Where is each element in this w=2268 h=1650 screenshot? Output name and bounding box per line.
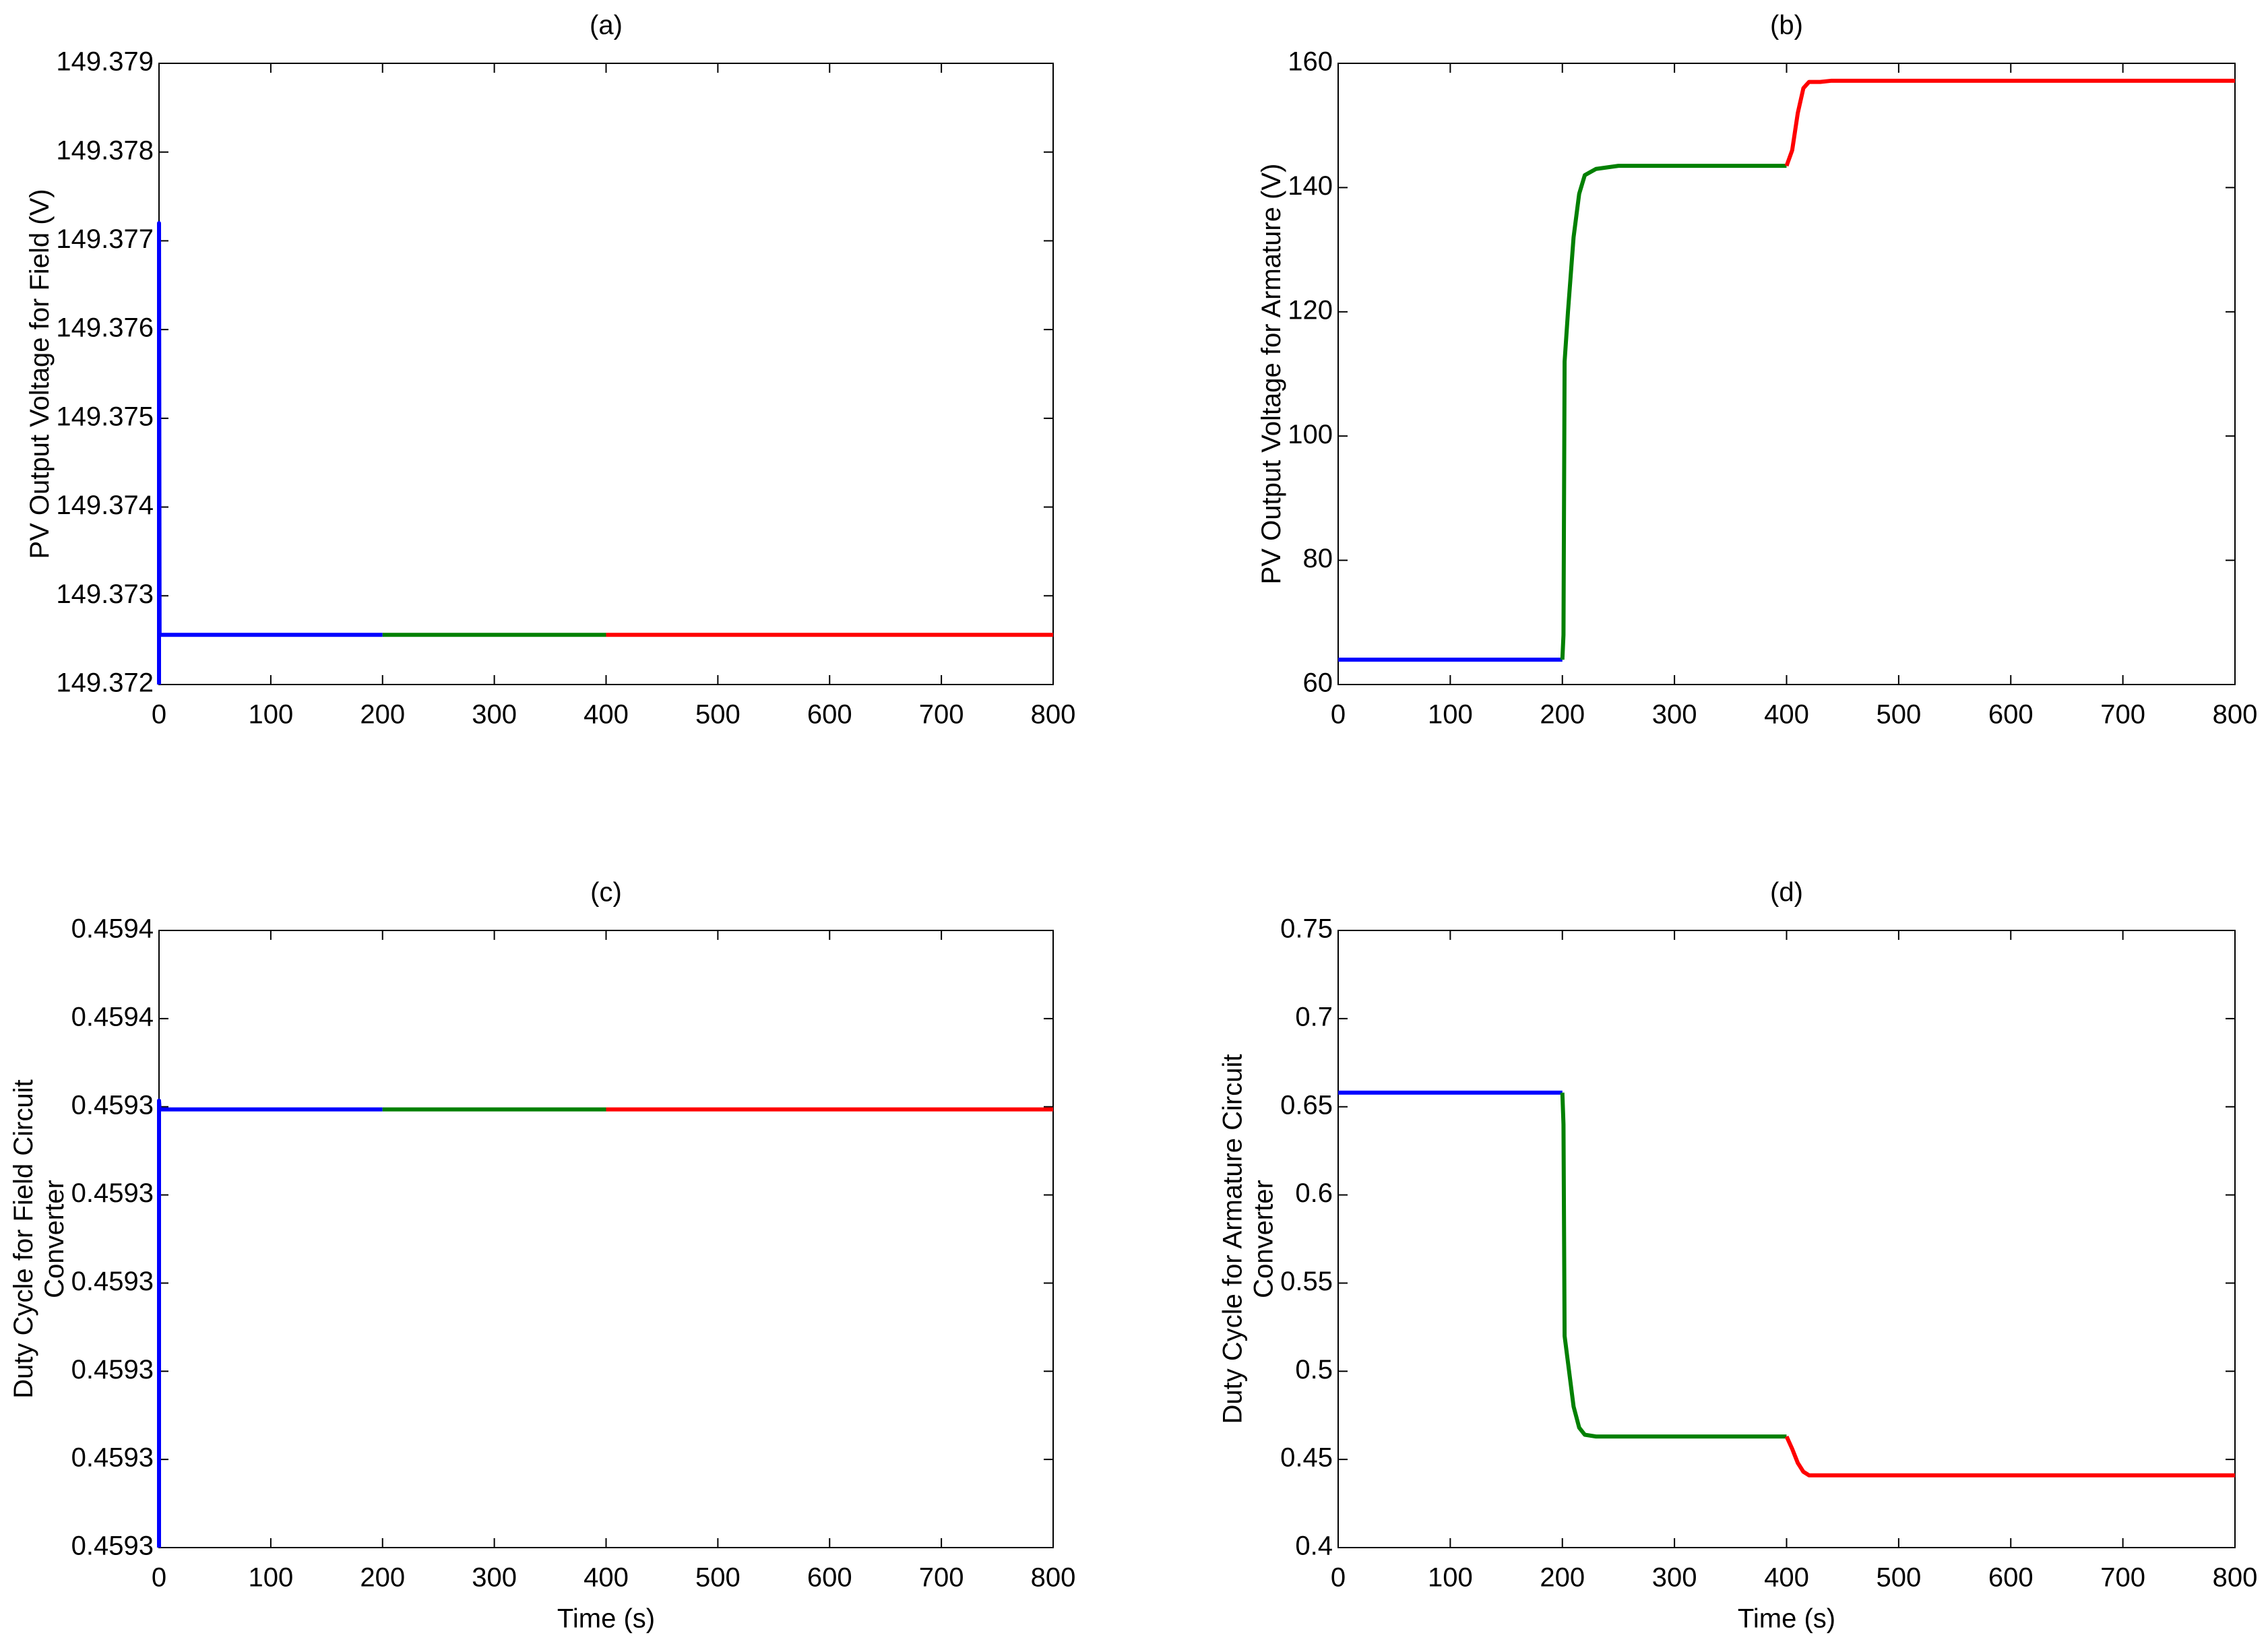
x-tick-label: 400 — [1764, 700, 1809, 730]
x-tick-label: 800 — [2213, 700, 2258, 730]
y-tick-label: 149.375 — [56, 402, 154, 431]
x-tick-label: 200 — [1540, 1563, 1585, 1593]
y-tick-label: 0.4593 — [71, 1090, 154, 1120]
chart-title: (c) — [590, 878, 622, 908]
x-tick-label: 100 — [249, 1563, 294, 1593]
series-line — [1560, 1092, 1787, 1439]
y-tick-label: 0.4593 — [71, 1178, 154, 1208]
chart-panel: (b) 0 100 200 300 400 500 600 700 800 60 80 100 120 14… — [1257, 11, 2258, 730]
x-tick-label: 200 — [1540, 700, 1585, 730]
y-tick-label: 0.45 — [1280, 1443, 1333, 1473]
x-tick-label: 700 — [2100, 1563, 2145, 1593]
x-tick-label: 500 — [1877, 700, 1922, 730]
x-tick-label: 300 — [472, 700, 517, 730]
y-axis-label: Converter — [1249, 1180, 1279, 1298]
x-tick-label: 400 — [1764, 1563, 1809, 1593]
x-tick-label: 300 — [472, 1563, 517, 1593]
x-tick-label: 0 — [152, 1563, 166, 1593]
chart-panel: (a) 0 100 200 300 400 500 600 700 800 149.372 149.3… — [25, 11, 1075, 730]
x-tick-label: 300 — [1652, 700, 1697, 730]
y-tick-label: 0.5 — [1295, 1355, 1333, 1385]
x-tick-label: 800 — [1031, 700, 1076, 730]
plot-frame — [1337, 63, 2236, 685]
x-tick-label: 700 — [2100, 700, 2145, 730]
chart-title: (b) — [1770, 11, 1803, 40]
y-axis-label: Converter — [40, 1180, 69, 1298]
y-tick-label: 149.377 — [56, 224, 154, 254]
x-tick-label: 100 — [1428, 1563, 1473, 1593]
x-tick-label: 800 — [2213, 1563, 2258, 1593]
y-tick-label: 0.4593 — [71, 1443, 154, 1473]
y-tick-label: 0.4593 — [71, 1267, 154, 1296]
y-axis-label: Duty Cycle for Armature Circuit — [1218, 1054, 1248, 1424]
y-tick-label: 149.374 — [56, 490, 154, 520]
series-line — [1784, 1435, 2235, 1478]
chart-panel: (c) 0 100 200 300 400 500 600 700 800 0.4593 0.4593… — [9, 878, 1075, 1634]
y-tick-label: 0.4 — [1295, 1531, 1333, 1561]
y-tick-label: 0.7 — [1295, 1002, 1333, 1032]
y-tick-label: 149.376 — [56, 313, 154, 343]
chart-title: (d) — [1770, 878, 1803, 908]
x-tick-label: 300 — [1652, 1563, 1697, 1593]
plot-frame — [158, 930, 1054, 1548]
x-tick-label: 100 — [249, 700, 294, 730]
series-line — [1784, 78, 2235, 167]
x-tick-label: 600 — [1988, 1563, 2034, 1593]
x-tick-label: 600 — [807, 700, 852, 730]
y-axis-label: PV Output Voltage for Field (V) — [25, 189, 55, 559]
y-tick-label: 0.4593 — [71, 1531, 154, 1561]
y-axis-label: PV Output Voltage for Armature (V) — [1257, 164, 1286, 585]
y-tick-label: 80 — [1303, 544, 1333, 573]
chart-panel: (d) 0 100 200 300 400 500 600 700 800 0.4 0.45 0.5 0.… — [1218, 878, 2258, 1634]
x-tick-label: 0 — [1331, 700, 1346, 730]
y-tick-label: 0.4594 — [71, 914, 154, 944]
x-tick-label: 700 — [919, 700, 964, 730]
x-tick-label: 500 — [695, 1563, 741, 1593]
x-tick-label: 200 — [360, 1563, 405, 1593]
x-tick-label: 800 — [1031, 1563, 1076, 1593]
x-tick-label: 200 — [360, 700, 405, 730]
y-tick-label: 0.65 — [1280, 1090, 1333, 1120]
y-tick-label: 120 — [1288, 295, 1333, 325]
y-tick-label: 0.4594 — [71, 1002, 154, 1032]
y-axis-label: Duty Cycle for Field Circuit — [9, 1079, 38, 1398]
series-line — [157, 1098, 383, 1548]
y-tick-label: 160 — [1288, 47, 1333, 77]
y-tick-label: 149.373 — [56, 579, 154, 609]
plot-frame — [158, 63, 1054, 685]
x-tick-label: 400 — [584, 1563, 629, 1593]
y-tick-label: 140 — [1288, 171, 1333, 201]
y-tick-label: 0.4593 — [71, 1355, 154, 1385]
series-line — [1560, 164, 1787, 660]
x-tick-label: 400 — [584, 700, 629, 730]
x-tick-label: 600 — [1988, 700, 2034, 730]
y-tick-label: 149.372 — [56, 668, 154, 698]
y-tick-label: 0.55 — [1280, 1267, 1333, 1296]
x-tick-label: 100 — [1428, 700, 1473, 730]
y-tick-label: 0.6 — [1295, 1178, 1333, 1208]
x-tick-label: 0 — [1331, 1563, 1346, 1593]
y-tick-label: 149.378 — [56, 135, 154, 165]
x-tick-label: 500 — [1877, 1563, 1922, 1593]
plot-frame — [1337, 930, 2236, 1548]
x-axis-label: Time (s) — [557, 1604, 655, 1634]
x-axis-label: Time (s) — [1738, 1604, 1835, 1634]
y-tick-label: 149.379 — [56, 47, 154, 77]
y-tick-label: 60 — [1303, 668, 1333, 698]
series-line — [157, 221, 383, 685]
x-tick-label: 500 — [695, 700, 741, 730]
x-tick-label: 0 — [152, 700, 166, 730]
x-tick-label: 700 — [919, 1563, 964, 1593]
y-tick-label: 100 — [1288, 420, 1333, 449]
y-tick-label: 0.75 — [1280, 914, 1333, 944]
x-tick-label: 600 — [807, 1563, 852, 1593]
chart-title: (a) — [590, 11, 623, 40]
